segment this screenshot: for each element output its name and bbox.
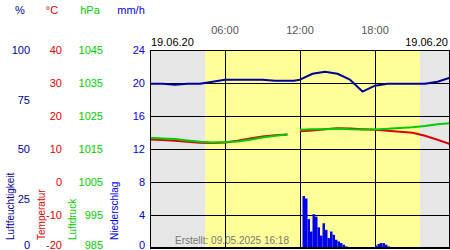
series-line xyxy=(150,72,450,92)
x-tick-label: 06:00 xyxy=(211,24,239,36)
date-label: 19.06.20 xyxy=(151,36,194,48)
y-tick-label: 24 xyxy=(133,44,145,56)
y-tick-label: 40 xyxy=(50,44,62,56)
axis-unit: hPa xyxy=(80,4,100,16)
y-tick-label: 0 xyxy=(56,176,62,188)
axis-title: Niederschlag xyxy=(109,182,120,240)
precipitation-bar xyxy=(323,223,326,248)
y-tick-label: 1015 xyxy=(79,143,103,155)
y-tick-label: 12 xyxy=(133,143,145,155)
precipitation-bar xyxy=(313,214,316,248)
y-tick-label: 10 xyxy=(50,143,62,155)
y-tick-label: 4 xyxy=(139,209,145,221)
plot-background xyxy=(150,50,450,248)
axis-unit: % xyxy=(15,4,25,16)
precipitation-bar xyxy=(333,235,336,248)
y-tick-label: 20 xyxy=(50,110,62,122)
x-tick-label: 18:00 xyxy=(361,24,389,36)
grid-line xyxy=(375,50,376,248)
y-tick-label: 100 xyxy=(12,44,30,56)
y-tick-label: 16 xyxy=(133,110,145,122)
y-tick-label: 20 xyxy=(133,77,145,89)
y-tick-label: 50 xyxy=(18,143,30,155)
axis-unit: mm/h xyxy=(117,4,145,16)
precipitation-bar xyxy=(328,238,331,248)
precipitation-bar xyxy=(318,227,321,248)
precipitation-bar xyxy=(305,199,308,249)
y-tick-label: 0 xyxy=(139,239,145,250)
y-tick-label: 1005 xyxy=(79,176,103,188)
y-tick-label: 0 xyxy=(24,239,30,250)
series-line xyxy=(150,123,450,142)
data-group xyxy=(150,72,450,248)
y-tick-label: 995 xyxy=(85,209,103,221)
y-tick-label: 8 xyxy=(139,176,145,188)
y-tick-label: 985 xyxy=(85,239,103,250)
chart: 06:00 12:00 18:00 19.06.20 19.06.20% 0 25 50 75 1… xyxy=(0,0,450,250)
precipitation-bar xyxy=(335,240,338,248)
precipitation-bar xyxy=(320,236,323,248)
y-tick-label: 30 xyxy=(50,77,62,89)
precipitation-bar xyxy=(315,217,318,248)
precipitation-bar xyxy=(330,232,333,249)
precipitation-bar xyxy=(303,196,306,248)
x-tick-label: 12:00 xyxy=(286,24,314,36)
y-tick-label: -20 xyxy=(46,239,62,250)
y-tick-label: 75 xyxy=(18,94,30,106)
precipitation-bar xyxy=(325,230,328,248)
axis-title: Luftdruck xyxy=(67,198,78,240)
y-tick-label: -10 xyxy=(46,209,62,221)
y-tick-label: 25 xyxy=(18,193,30,205)
precipitation-bar xyxy=(308,219,311,248)
created-note: Erstellt: 09.05.2025 16:18 xyxy=(175,235,289,246)
axis-title: Temperatur xyxy=(36,189,47,240)
axis-unit: °C xyxy=(46,4,58,16)
y-tick-label: 1025 xyxy=(79,110,103,122)
y-tick-label: 1045 xyxy=(79,44,103,56)
date-label: 19.06.20 xyxy=(405,36,448,48)
precipitation-bar xyxy=(310,232,313,249)
plot-frame xyxy=(151,51,450,248)
y-tick-label: 1035 xyxy=(79,77,103,89)
axis-title: Luftfeuchtigkeit xyxy=(5,173,16,240)
